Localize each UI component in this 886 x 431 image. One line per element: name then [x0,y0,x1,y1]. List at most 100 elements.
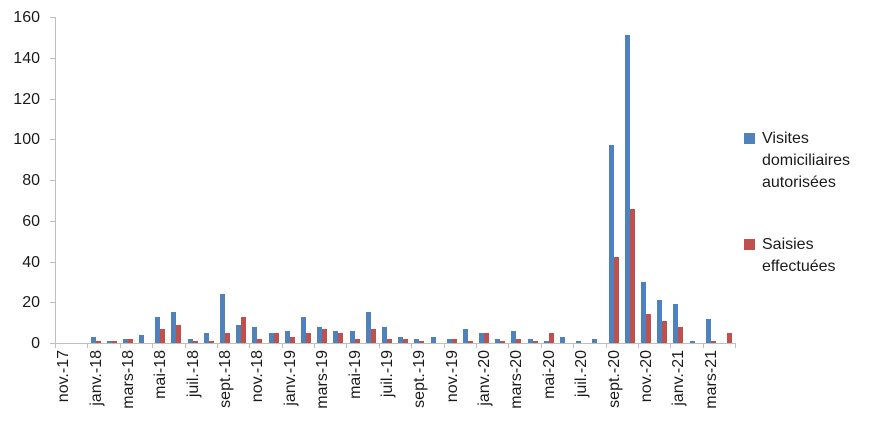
x-tick-label: nov.-18 [249,350,267,403]
bar-saisies-juin-19 [370,329,376,343]
bar-saisies-juil.-18 [192,341,198,343]
bar-visites-juil.-18 [187,339,193,343]
x-tick-label: janv.-18 [87,350,105,406]
bar-saisies-mai-19 [354,339,360,343]
x-tick-mark [605,344,607,348]
bar-visites-mars-19 [317,327,323,343]
bar-saisies-sept.-20 [613,257,619,343]
bar-saisies-mars-20 [516,339,522,343]
x-tick-mark [476,344,477,348]
y-tick-label: 100 [13,131,40,149]
x-tick-label: mai-20 [540,350,558,399]
bar-saisies-août-19 [403,339,409,343]
bar-saisies-nov.-19 [451,339,457,343]
bar-visites-déc.-18 [268,333,274,343]
bar-visites-août-20 [592,339,598,343]
bar-saisies-avr.-19 [338,333,344,343]
bar-visites-févr.-19 [301,317,306,343]
bar-saisies-mai-20 [548,333,554,343]
bar-saisies-févr.-18 [111,341,117,343]
bar-saisies-mars-21 [710,341,716,343]
x-tick-mark [637,344,639,348]
bar-saisies-févr.-19 [306,333,311,343]
bar-saisies-juin-18 [176,325,182,343]
x-tick-mark [281,344,283,348]
x-tick-mark [314,344,315,348]
bar-saisies-oct.-20 [629,209,635,343]
bar-visites-juil.-20 [576,341,582,343]
x-tick-mark [573,344,575,348]
bar-saisies-mai-18 [160,329,166,343]
bar-saisies-oct.-18 [241,317,247,343]
x-tick-label: juil.-18 [184,350,202,398]
y-tick-mark [50,57,55,59]
x-tick-mark [184,344,186,348]
x-tick-mark [87,344,89,348]
y-tick-label: 140 [13,49,40,67]
legend-label-visites: Visites domiciliaires autorisées [762,130,851,191]
bar-visites-sept.-18 [220,294,225,343]
bar-saisies-janv.-20 [484,333,489,343]
x-tick-mark [443,344,445,348]
y-tick-label: 0 [31,335,40,352]
x-tick-mark [670,344,672,348]
bar-visites-mars-20 [511,331,517,343]
x-tick-mark [540,344,542,348]
bar-saisies-févr.-20 [500,341,506,343]
x-tick-label: mai-18 [152,350,170,399]
bar-visites-janv.-19 [284,331,290,343]
x-tick-label: sept.-18 [217,350,234,408]
x-tick-mark [152,344,154,348]
x-tick-label: janv.-19 [281,350,299,406]
bar-visites-avr.-18 [139,335,144,343]
x-tick-label: nov.-19 [443,350,461,403]
bar-visites-déc.-20 [657,300,663,343]
bar-saisies-mars-19 [322,329,328,343]
bar-visites-févr.-18 [106,341,112,343]
y-tick-mark [50,302,55,304]
x-tick-mark [216,344,218,348]
bar-visites-nov.-19 [446,339,452,343]
bar-visites-févr.-21 [689,341,695,343]
x-tick-label: nov.-17 [55,350,73,403]
bar-saisies-janv.-18 [95,341,101,343]
bar-saisies-déc.-18 [273,333,279,343]
bar-visites-mars-21 [705,319,711,343]
y-tick-mark [50,220,55,222]
chart-legend: Visites domiciliaires autorisées Saisies… [744,128,870,318]
y-tick-label: 160 [13,9,40,26]
y-tick-label: 60 [22,212,40,230]
x-tick-mark [55,344,56,348]
bar-visites-oct.-19 [430,337,436,343]
x-axis-line [55,343,736,344]
bar-visites-févr.-20 [495,339,501,343]
x-tick-label: juil.-19 [378,350,396,398]
legend-swatch-visites [744,133,755,144]
y-tick-mark [50,261,55,263]
x-tick-label: mars-19 [314,350,332,409]
legend-swatch-saisies [744,239,755,250]
bar-saisies-août-18 [208,341,214,343]
x-tick-label: sept.-19 [411,350,429,408]
bar-saisies-sept.-18 [225,333,230,343]
bar-visites-avr.-19 [333,331,339,343]
bar-saisies-sept.-19 [419,341,425,343]
x-tick-mark [249,344,251,348]
y-tick-label: 40 [22,253,40,271]
bar-saisies-juil.-19 [386,339,392,343]
bar-saisies-janv.-19 [289,337,295,343]
y-tick-mark [50,180,55,181]
legend-item-saisies: Saisies effectuées [744,234,870,278]
bar-visites-juin-18 [171,312,177,343]
bar-saisies-déc.-20 [662,321,668,343]
bar-visites-janv.-20 [479,333,484,343]
x-tick-mark [508,344,510,348]
x-tick-mark [378,344,380,348]
bar-visites-mai-19 [349,331,355,343]
x-tick-label: sept.-20 [605,350,623,408]
x-tick-label: mars-20 [508,350,526,409]
legend-label-saisies: Saisies effectuées [762,236,836,275]
x-tick-label: juil.-20 [573,350,591,398]
x-tick-mark [735,344,736,348]
